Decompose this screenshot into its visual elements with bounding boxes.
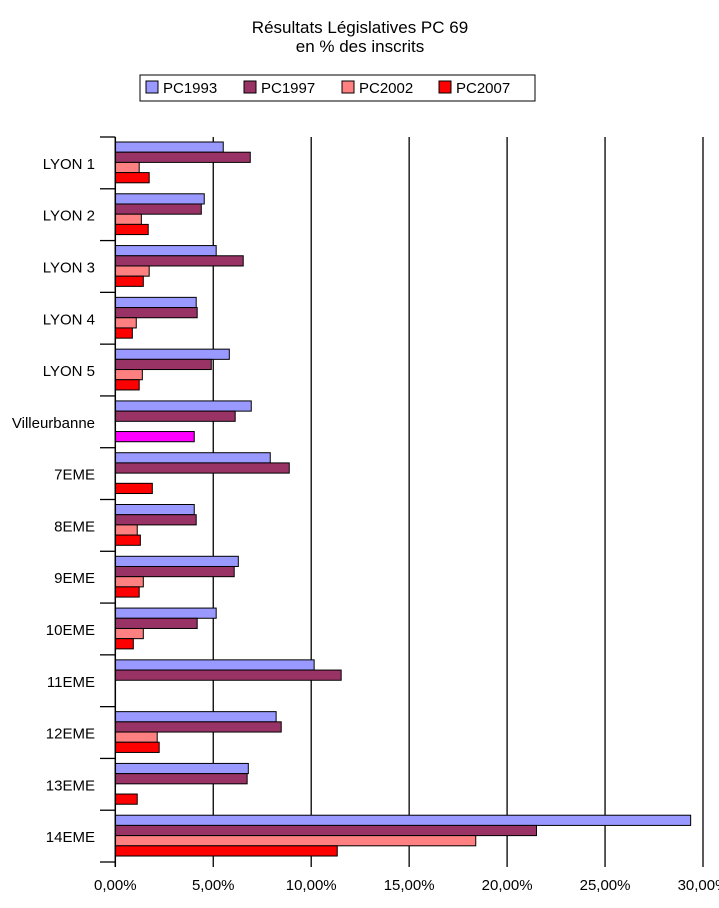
- bar-pc1997: [114, 617, 198, 629]
- bar-pc2002: [114, 731, 158, 743]
- bar-pc1993: [114, 296, 197, 309]
- category-label: 7EME: [54, 467, 95, 484]
- legend-box: [139, 74, 536, 102]
- legend-swatch: [243, 80, 257, 94]
- axes: 0,00% 5,00% 10,00% 15,00% 20,00% 25,00% 30,00%…: [12, 136, 719, 894]
- bar-pc1997: [114, 307, 198, 319]
- bar-pc1997: [114, 514, 197, 526]
- legend-label: PC1997: [261, 80, 315, 97]
- legend-swatch: [145, 80, 159, 94]
- x-tick-label: 10,00%: [286, 877, 337, 894]
- bar-pc1997: [114, 773, 248, 785]
- x-tick-label: 20,00%: [482, 877, 533, 894]
- category-label: 14EME: [46, 829, 95, 846]
- bar-pc2002: [114, 369, 143, 381]
- category-label: 13EME: [46, 777, 95, 794]
- bar-pc2002: [114, 835, 477, 847]
- category-label: Villeurbanne: [12, 415, 95, 432]
- category-label: 9EME: [54, 570, 95, 587]
- category-label: LYON 4: [43, 311, 95, 328]
- bar-pc2002: [114, 213, 142, 225]
- legend-swatch: [438, 80, 452, 94]
- category-label: 8EME: [54, 518, 95, 535]
- bar-pc1997: [114, 824, 537, 837]
- bar-pc2007: [114, 534, 141, 546]
- legend-swatch: [341, 80, 355, 94]
- x-tick-label: 15,00%: [384, 877, 435, 894]
- bar-pc1997: [114, 255, 244, 267]
- category-label: LYON 5: [43, 363, 95, 380]
- bar-pc1997: [114, 669, 342, 681]
- bar-pc1993: [114, 607, 217, 619]
- bar-pc1993: [114, 711, 277, 723]
- legend-label: PC1993: [163, 80, 217, 97]
- bar-pc2002: [114, 576, 144, 588]
- x-tick-label: 5,00%: [192, 877, 235, 894]
- bar-pc2007: [114, 793, 138, 805]
- gridlines: [212, 137, 704, 862]
- category-label: LYON 3: [43, 259, 95, 276]
- bar-pc1997: [114, 410, 236, 422]
- bar-pc2007: [114, 223, 149, 236]
- bar-pc1993: [114, 762, 249, 775]
- bar-pc2002: [114, 317, 137, 329]
- legend-label: PC2002: [359, 80, 413, 97]
- bar-pc2007: [114, 327, 133, 339]
- bar-pc2007: [114, 431, 195, 443]
- bar-pc1993: [114, 348, 230, 360]
- bar-pc1997: [114, 151, 251, 163]
- bar-pc2007: [114, 172, 150, 184]
- legend: PC1993 PC1997 PC2002 PC2007: [139, 74, 536, 102]
- bar-pc2007: [114, 586, 140, 598]
- x-tick-label: 30,00%: [678, 877, 719, 894]
- x-tick-label: 25,00%: [580, 877, 631, 894]
- bar-pc2007: [114, 638, 134, 650]
- chart-title-line-1: Résultats Législatives PC 69: [252, 18, 468, 37]
- bar-pc1997: [114, 721, 282, 733]
- bar-pc1993: [114, 814, 692, 826]
- category-label: LYON 2: [43, 208, 95, 225]
- bar-pc1993: [114, 555, 239, 567]
- bar-pc2002: [114, 161, 140, 174]
- bar-pc1993: [114, 659, 315, 671]
- category-label: 11EME: [47, 674, 95, 691]
- bar-pc1993: [114, 245, 217, 257]
- bar-pc2002: [114, 265, 150, 277]
- bar-pc1993: [114, 141, 224, 153]
- bar-pc1993: [114, 504, 195, 516]
- bar-pc1993: [114, 193, 205, 205]
- category-label: 10EME: [46, 622, 95, 639]
- bar-pc1997: [114, 462, 290, 474]
- bar-pc2002: [114, 627, 144, 640]
- bar-pc2002: [114, 524, 138, 536]
- bar-pc1993: [114, 452, 271, 464]
- x-tick-label: 0,00%: [94, 877, 137, 894]
- bar-pc1997: [114, 358, 212, 371]
- bar-pc2007: [114, 379, 140, 391]
- bar-pc2007: [114, 741, 160, 753]
- bar-pc1997: [114, 203, 202, 215]
- bars: [114, 141, 692, 857]
- category-label: LYON 1: [43, 156, 95, 173]
- bar-pc1993: [114, 400, 252, 412]
- bar-pc2007: [114, 275, 144, 287]
- bar-pc2007: [114, 482, 153, 495]
- category-label: 12EME: [46, 726, 95, 743]
- legend-label: PC2007: [456, 80, 510, 97]
- bar-pc2007: [114, 845, 338, 857]
- chart-title-line-2: en % des inscrits: [296, 37, 425, 56]
- bar-pc1997: [114, 565, 235, 578]
